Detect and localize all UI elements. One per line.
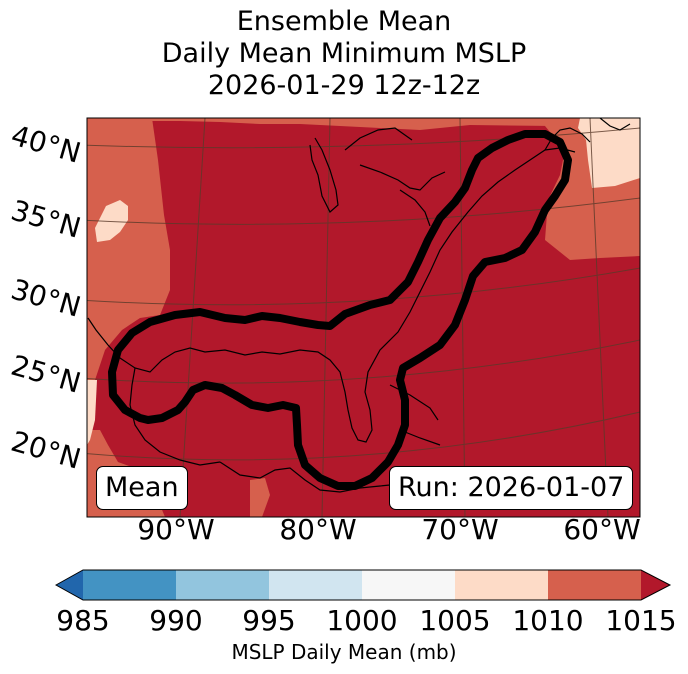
mslp-contour bbox=[108, 130, 572, 490]
lon-label-90w: 90°W bbox=[137, 513, 215, 546]
colorbar-segment bbox=[176, 570, 269, 600]
map-frame bbox=[86, 117, 641, 518]
colorbar-over-arrow bbox=[641, 570, 670, 600]
run-date-box: Run: 2026-01-07 bbox=[389, 466, 634, 510]
mslp-field-south bbox=[250, 478, 270, 517]
colorbar-tick-1005: 1005 bbox=[419, 604, 491, 637]
graticule bbox=[87, 118, 640, 517]
mslp-field-pale-west bbox=[95, 200, 128, 242]
colorbar-tick-995: 995 bbox=[242, 604, 296, 637]
title-line-3: 2026-01-29 12z-12z bbox=[207, 70, 481, 101]
mslp-field-pale-sw bbox=[87, 380, 97, 445]
lon-label-60w: 60°W bbox=[563, 513, 641, 546]
lon-label-70w: 70°W bbox=[421, 513, 499, 546]
colorbar-under-arrow bbox=[56, 570, 83, 600]
colorbar-segment bbox=[548, 570, 641, 600]
mslp-field-west bbox=[87, 118, 170, 430]
colorbar-tick-1010: 1010 bbox=[512, 604, 584, 637]
colorbar-tick-990: 990 bbox=[149, 604, 203, 637]
colorbar-segment bbox=[83, 570, 176, 600]
colorbar-tick-1000: 1000 bbox=[326, 604, 398, 637]
colorbar-outline bbox=[54, 569, 672, 601]
title-line-2: Daily Mean Minimum MSLP bbox=[161, 38, 527, 69]
mean-label-box: Mean bbox=[96, 466, 188, 510]
colorbar-segment bbox=[362, 570, 455, 600]
colorbar-tick-1015: 1015 bbox=[605, 604, 677, 637]
title-line-1: Ensemble Mean bbox=[236, 6, 452, 37]
colorbar-segment bbox=[269, 570, 362, 600]
lon-label-80w: 80°W bbox=[279, 513, 357, 546]
colorbar-segment bbox=[455, 570, 548, 600]
colorbar-label: MSLP Daily Mean (mb) bbox=[231, 640, 457, 664]
mslp-field-pale-ne bbox=[578, 118, 640, 188]
colorbar-tick-985: 985 bbox=[56, 604, 110, 637]
mslp-field-north bbox=[150, 118, 560, 130]
